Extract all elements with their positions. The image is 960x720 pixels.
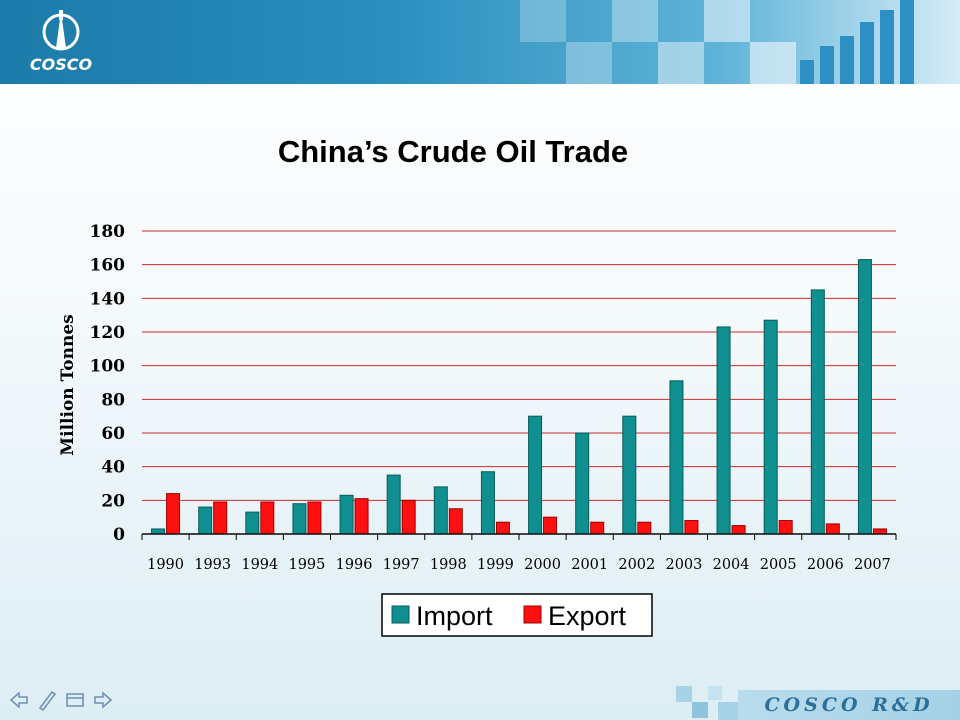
header-bar-graphic-icon xyxy=(800,0,914,84)
bar-export xyxy=(448,508,463,535)
bar-export xyxy=(637,521,652,535)
logo-text: COSCO xyxy=(29,55,93,74)
bar-import xyxy=(245,511,260,535)
bar-export xyxy=(590,521,605,535)
bar-import xyxy=(292,503,307,535)
bar-import xyxy=(151,528,166,535)
x-tick-label: 2007 xyxy=(854,557,891,573)
bar-import xyxy=(339,494,354,535)
legend-label-import: Import xyxy=(416,601,493,631)
header-decoration xyxy=(520,0,914,84)
menu-icon[interactable] xyxy=(64,688,86,712)
bar-import xyxy=(763,319,778,535)
x-tick-label: 2000 xyxy=(524,557,561,573)
bar-import xyxy=(669,380,684,535)
cosco-emblem-icon xyxy=(42,10,80,51)
bar-import xyxy=(575,432,590,535)
x-tick-label: 1990 xyxy=(147,557,184,573)
x-tick-label: 1999 xyxy=(477,557,514,573)
back-arrow-icon[interactable] xyxy=(8,688,30,712)
bar-import xyxy=(810,289,825,535)
x-tick-label: 1996 xyxy=(336,557,373,573)
bar-import xyxy=(433,486,448,535)
bar-export xyxy=(684,520,699,535)
bar-import xyxy=(857,259,872,535)
bar-import xyxy=(716,326,731,535)
y-tick-label: 180 xyxy=(90,222,126,242)
slide-header: COSCO xyxy=(0,0,960,84)
bar-export xyxy=(354,498,369,535)
y-tick-label: 20 xyxy=(101,491,125,511)
x-tick-label: 2001 xyxy=(571,557,608,573)
x-tick-label: 2002 xyxy=(618,557,655,573)
y-tick-label: 0 xyxy=(113,525,125,545)
x-tick-label: 1997 xyxy=(383,557,420,573)
bar-export xyxy=(495,521,510,535)
chart-legend: Import Export xyxy=(381,593,653,637)
bar-import xyxy=(386,474,401,535)
y-tick-label: 40 xyxy=(101,458,125,478)
x-tick-label: 2005 xyxy=(760,557,797,573)
x-tick-label: 1993 xyxy=(194,557,231,573)
bar-import xyxy=(528,415,543,535)
footer-brand: COSCO R&D xyxy=(738,690,960,720)
legend-label-export: Export xyxy=(548,601,627,631)
bar-export xyxy=(825,523,840,535)
bar-import xyxy=(198,506,213,535)
bar-export xyxy=(166,493,181,535)
bar-export xyxy=(731,525,746,535)
bar-import xyxy=(622,415,637,535)
x-axis-ticks: 1990 1993 1994 1995 1996 1997 1998 1999 2000 2001… xyxy=(141,533,897,573)
chart-bars xyxy=(151,259,887,535)
y-tick-label: 140 xyxy=(90,289,126,309)
forward-arrow-icon[interactable] xyxy=(92,688,114,712)
chart-grid xyxy=(142,230,896,535)
bar-export xyxy=(213,501,228,535)
y-tick-label: 100 xyxy=(90,357,126,377)
bar-export xyxy=(260,501,275,535)
y-tick-label: 60 xyxy=(101,424,125,444)
bar-export xyxy=(401,499,416,535)
cosco-logo: COSCO xyxy=(22,10,100,76)
x-tick-label: 1998 xyxy=(430,557,467,573)
bar-export xyxy=(307,501,322,535)
bar-export xyxy=(778,520,793,535)
bar-export xyxy=(872,528,887,535)
bar-import xyxy=(480,471,495,535)
page-title: China’s Crude Oil Trade xyxy=(277,134,629,169)
y-axis-label: Million Tonnes xyxy=(58,314,78,455)
footer-brand-text: COSCO R&D xyxy=(764,694,934,716)
y-tick-label: 120 xyxy=(90,323,126,343)
y-tick-label: 160 xyxy=(90,256,126,276)
x-tick-label: 2003 xyxy=(665,557,702,573)
pen-icon[interactable] xyxy=(36,688,58,712)
x-tick-label: 2006 xyxy=(807,557,844,573)
y-axis-ticks: 0 20 40 60 80 100 120 140 160 180 xyxy=(90,222,126,545)
x-tick-label: 1994 xyxy=(241,557,278,573)
bar-export xyxy=(543,516,558,535)
legend-swatch-import xyxy=(391,605,410,624)
x-tick-label: 2004 xyxy=(713,557,750,573)
x-tick-label: 1995 xyxy=(288,557,325,573)
y-tick-label: 80 xyxy=(101,390,125,410)
legend-swatch-export xyxy=(523,605,542,624)
